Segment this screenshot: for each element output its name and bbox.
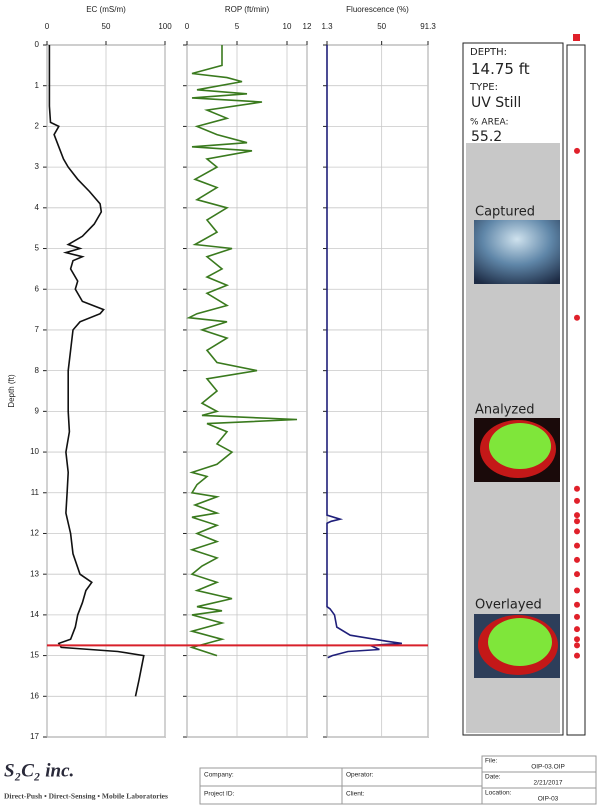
x-tick-label: 50 bbox=[377, 22, 386, 31]
sample-dot bbox=[574, 147, 580, 154]
y-tick-label: 4 bbox=[35, 203, 40, 212]
depth-value: 14.75 ft bbox=[471, 60, 530, 78]
sample-dot bbox=[574, 652, 580, 659]
image-label: Analyzed bbox=[475, 403, 534, 418]
sample-dot bbox=[574, 571, 580, 578]
x-tick-label: 1.3 bbox=[321, 22, 333, 31]
sample-dot bbox=[574, 542, 580, 549]
sample-dot bbox=[574, 556, 580, 563]
sample-dot bbox=[574, 601, 580, 608]
x-tick-label: 50 bbox=[102, 22, 111, 31]
date-label: Date: bbox=[485, 774, 501, 781]
x-tick-label: 91.3 bbox=[420, 22, 436, 31]
y-tick-label: 12 bbox=[30, 529, 39, 538]
track-frame bbox=[186, 44, 308, 738]
track-title: Fluorescence (%) bbox=[346, 5, 409, 14]
captured-image bbox=[474, 220, 560, 284]
image-label: Overlayed bbox=[475, 598, 542, 613]
y-tick-label: 6 bbox=[35, 284, 40, 293]
location-value: OIP-03 bbox=[538, 796, 559, 803]
type-value: UV Still bbox=[471, 95, 521, 111]
sample-dot bbox=[574, 613, 580, 620]
project-label: Project ID: bbox=[204, 791, 235, 798]
y-axis-label: Depth (ft) bbox=[7, 374, 16, 408]
sample-dot bbox=[574, 528, 580, 535]
sample-dot bbox=[574, 512, 580, 519]
depth-label: DEPTH: bbox=[470, 47, 507, 58]
footer-text: Company: Operator: Project ID: Client: F… bbox=[204, 758, 565, 803]
y-tick-label: 13 bbox=[30, 569, 39, 578]
y-tick-label: 0 bbox=[35, 40, 40, 49]
y-tick-label: 7 bbox=[35, 325, 40, 334]
client-label: Client: bbox=[346, 791, 365, 798]
analyzed-image bbox=[474, 418, 560, 482]
y-tick-label: 3 bbox=[35, 162, 40, 171]
area-label: % AREA: bbox=[470, 118, 509, 128]
x-tick-label: 12 bbox=[303, 22, 312, 31]
data-line bbox=[48, 45, 145, 697]
y-tick-label: 15 bbox=[30, 651, 39, 660]
x-tick-label: 0 bbox=[45, 22, 50, 31]
x-tick-label: 10 bbox=[283, 22, 292, 31]
data-line bbox=[326, 45, 403, 659]
footer-table bbox=[199, 755, 597, 805]
y-tick-label: 2 bbox=[35, 122, 40, 131]
tagline: Direct-Push • Direct-Sensing • Mobile La… bbox=[4, 792, 168, 801]
sample-dot bbox=[574, 636, 580, 643]
y-tick-label: 5 bbox=[35, 244, 40, 253]
overlayed-image bbox=[474, 614, 560, 678]
x-tick-label: 5 bbox=[235, 22, 240, 31]
type-label: TYPE: bbox=[469, 82, 498, 93]
date-value: 2/21/2017 bbox=[534, 780, 563, 787]
y-tick-label: 11 bbox=[31, 488, 40, 497]
sample-dot bbox=[574, 497, 580, 504]
sample-column bbox=[566, 44, 586, 736]
depth-unit: ft bbox=[519, 60, 530, 78]
y-tick-label: 9 bbox=[35, 406, 40, 415]
x-tick-label: 100 bbox=[158, 22, 172, 31]
y-tick-label: 10 bbox=[30, 447, 39, 456]
sample-dot bbox=[574, 485, 580, 492]
sample-dot bbox=[574, 587, 580, 594]
sample-dot bbox=[574, 314, 580, 321]
sample-dot bbox=[574, 626, 580, 633]
y-tick-label: 16 bbox=[30, 691, 39, 700]
track-title: ROP (ft/min) bbox=[225, 5, 270, 14]
data-line bbox=[186, 45, 298, 657]
sample-dot bbox=[574, 642, 580, 649]
y-tick-label: 17 bbox=[30, 732, 39, 741]
logo: S₂C₂ inc. bbox=[4, 760, 74, 781]
area-value: 55.2 bbox=[471, 129, 502, 145]
company-label: Company: bbox=[204, 772, 234, 779]
sample-dot bbox=[574, 518, 580, 525]
y-tick-label: 1 bbox=[35, 81, 40, 90]
sample-indicator bbox=[573, 34, 580, 41]
image-label: Captured bbox=[475, 205, 535, 220]
track-title: EC (mS/m) bbox=[86, 5, 126, 14]
track-frame bbox=[326, 44, 429, 738]
file-label: File: bbox=[485, 758, 497, 765]
y-tick-label: 8 bbox=[35, 366, 40, 375]
y-tick-label: 14 bbox=[30, 610, 39, 619]
depth-number: 14.75 bbox=[471, 60, 514, 78]
operator-label: Operator: bbox=[346, 772, 374, 779]
file-value: OIP-03.OIP bbox=[531, 764, 565, 771]
location-label: Location: bbox=[485, 790, 512, 797]
x-tick-label: 0 bbox=[185, 22, 190, 31]
